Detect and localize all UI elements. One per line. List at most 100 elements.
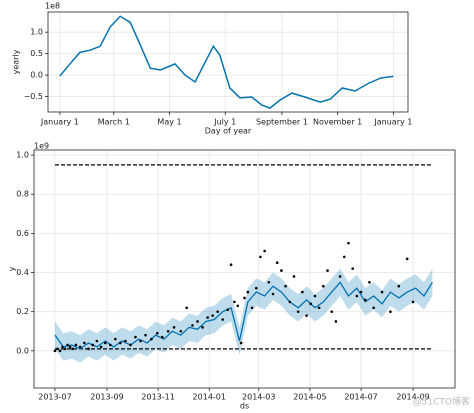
y-tick-label: 0.4	[16, 268, 29, 277]
observation	[99, 345, 103, 349]
observation	[305, 314, 308, 317]
x-tick-label: September 1	[256, 118, 308, 127]
observation	[155, 331, 159, 335]
x-axis-label: ds	[240, 402, 249, 411]
observation	[301, 290, 304, 294]
yearly-line	[59, 15, 394, 109]
x-tick-label: 2014-03	[242, 393, 275, 402]
observation	[119, 341, 122, 345]
observation	[313, 294, 317, 298]
observation	[267, 281, 271, 284]
observation	[185, 306, 188, 310]
observation	[95, 339, 99, 343]
observation	[139, 339, 142, 343]
observation	[172, 326, 176, 329]
observation	[124, 339, 127, 343]
y-tick-label: 0.5	[30, 49, 43, 58]
axes-frame	[33, 149, 456, 389]
observation	[355, 294, 359, 298]
observation	[326, 269, 329, 272]
x-tick-label: July 1	[213, 118, 236, 127]
y-axis-label: yearly	[12, 49, 21, 74]
observation	[288, 300, 292, 304]
observation	[61, 345, 64, 349]
observation	[179, 329, 183, 333]
observation	[363, 298, 367, 302]
observation	[271, 292, 275, 296]
observation	[78, 345, 82, 349]
observation	[397, 284, 401, 288]
observation	[68, 345, 72, 349]
observation	[347, 241, 350, 245]
observation	[292, 275, 296, 278]
observation	[196, 320, 199, 323]
observation	[405, 257, 409, 261]
observation	[144, 333, 147, 337]
observation	[206, 316, 209, 319]
observation	[250, 306, 254, 310]
x-tick-label: 2013-07	[38, 393, 71, 402]
axes-frame	[47, 11, 409, 113]
observation	[114, 337, 117, 341]
observation	[342, 255, 346, 259]
observation	[338, 275, 342, 278]
observation	[296, 310, 300, 313]
observation	[246, 290, 250, 294]
observation	[334, 320, 338, 323]
observation	[216, 310, 219, 313]
x-tick-label: 2014-09	[396, 393, 429, 402]
observation	[372, 306, 375, 310]
observation	[309, 302, 313, 306]
observation	[239, 341, 243, 345]
observation	[63, 347, 67, 351]
observation	[243, 296, 246, 300]
observation	[109, 343, 112, 347]
x-tick-label: January 1	[40, 118, 79, 127]
observation	[330, 310, 334, 313]
observation	[236, 304, 240, 308]
uncertainty-band	[54, 268, 433, 363]
y-tick-label: 1.0	[16, 151, 29, 160]
x-tick-label: 2014-01	[193, 393, 226, 402]
observation	[66, 343, 69, 347]
observation	[275, 261, 279, 265]
x-tick-label: 2013-09	[90, 393, 123, 402]
observation	[83, 341, 86, 345]
y-tick-label: 0.8	[16, 190, 29, 199]
x-tick-label: January 1	[373, 118, 412, 127]
observation	[87, 347, 90, 351]
observation	[322, 284, 325, 288]
observation	[359, 290, 363, 294]
observation	[263, 249, 266, 253]
observation	[226, 308, 230, 312]
x-tick-label: November 1	[313, 118, 362, 127]
observation	[259, 255, 262, 259]
observation	[221, 318, 224, 321]
observation	[233, 300, 236, 304]
observation	[71, 347, 74, 351]
observation	[58, 349, 62, 353]
y-tick-label: 0.6	[16, 229, 29, 238]
observation	[211, 314, 214, 317]
x-tick-label: 2014-07	[344, 393, 377, 402]
observation	[74, 343, 78, 347]
offset-label: 1e9	[34, 142, 49, 151]
observation	[254, 286, 258, 290]
observation	[368, 281, 371, 284]
observation	[280, 269, 283, 272]
observation	[129, 343, 132, 347]
observation	[389, 310, 392, 313]
x-tick-label: May 1	[157, 118, 181, 127]
observation	[91, 343, 95, 347]
observation	[56, 347, 59, 351]
observation	[161, 335, 164, 339]
y-tick-label: 0.0	[30, 71, 43, 80]
observation	[380, 290, 384, 294]
observation	[103, 341, 107, 345]
observation	[317, 306, 321, 310]
x-axis-label: Day of year	[205, 127, 252, 136]
y-tick-label: 0.2	[16, 307, 29, 316]
observation	[201, 326, 204, 329]
observation	[351, 267, 354, 270]
